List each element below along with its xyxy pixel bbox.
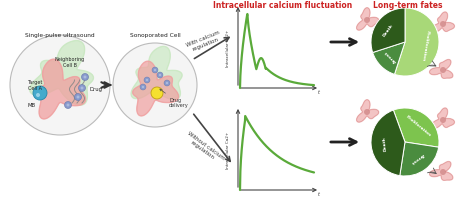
Text: Arrest: Arrest (409, 152, 425, 165)
Polygon shape (357, 8, 379, 30)
Text: Proliferation: Proliferation (421, 29, 430, 61)
Circle shape (113, 43, 197, 127)
Circle shape (440, 169, 446, 175)
Text: Intracellular Ca2+: Intracellular Ca2+ (226, 29, 230, 67)
Circle shape (142, 86, 144, 88)
Text: Neighboring
Cell B: Neighboring Cell B (55, 57, 85, 68)
Polygon shape (430, 162, 453, 180)
Circle shape (65, 102, 72, 108)
Text: MB: MB (28, 103, 36, 108)
Polygon shape (35, 59, 85, 119)
Text: Sonoporated Cell: Sonoporated Cell (129, 33, 180, 38)
Polygon shape (30, 41, 94, 105)
Circle shape (440, 117, 446, 123)
Polygon shape (131, 46, 182, 100)
Circle shape (140, 84, 146, 90)
Text: Death: Death (382, 136, 387, 152)
Wedge shape (393, 108, 439, 147)
Circle shape (146, 79, 148, 81)
Polygon shape (357, 100, 379, 122)
Text: Proliferation: Proliferation (404, 115, 431, 138)
Circle shape (74, 94, 82, 100)
Circle shape (67, 104, 69, 106)
Circle shape (157, 72, 163, 78)
Polygon shape (133, 61, 179, 116)
Circle shape (33, 86, 47, 100)
Text: Drug: Drug (90, 88, 103, 92)
Circle shape (10, 35, 110, 135)
Text: t: t (318, 192, 320, 197)
Circle shape (154, 69, 156, 71)
Circle shape (166, 82, 168, 84)
Text: Single-pulse ultrasound: Single-pulse ultrasound (25, 33, 95, 38)
Polygon shape (431, 108, 454, 128)
Circle shape (159, 74, 161, 76)
Text: Arrest: Arrest (384, 50, 397, 63)
Circle shape (80, 86, 84, 90)
Circle shape (440, 21, 446, 27)
Wedge shape (394, 8, 439, 76)
Wedge shape (371, 8, 405, 53)
Polygon shape (430, 60, 453, 78)
Text: Long-term fates: Long-term fates (373, 1, 443, 10)
Text: t: t (318, 90, 320, 95)
Wedge shape (400, 142, 439, 176)
Circle shape (36, 93, 40, 97)
Circle shape (78, 84, 85, 92)
Circle shape (84, 75, 86, 78)
Text: Intracellular calcium fluctuation: Intracellular calcium fluctuation (213, 1, 353, 10)
Text: Intracellular Ca2+: Intracellular Ca2+ (226, 131, 230, 169)
Text: Target
Cell A: Target Cell A (28, 80, 43, 91)
Circle shape (144, 77, 150, 83)
Circle shape (440, 67, 446, 73)
Circle shape (151, 87, 163, 99)
Polygon shape (431, 12, 454, 32)
Text: With calcium
regulation: With calcium regulation (185, 30, 223, 54)
Circle shape (82, 73, 89, 80)
Text: Drug
delivery: Drug delivery (160, 89, 189, 108)
Text: Without calcium
regulation: Without calcium regulation (183, 130, 225, 166)
Circle shape (164, 80, 170, 86)
Text: Death: Death (382, 23, 394, 37)
Circle shape (364, 109, 370, 115)
Circle shape (77, 96, 79, 98)
Circle shape (152, 67, 158, 73)
Wedge shape (373, 42, 405, 74)
Circle shape (364, 17, 370, 23)
Wedge shape (371, 110, 405, 176)
